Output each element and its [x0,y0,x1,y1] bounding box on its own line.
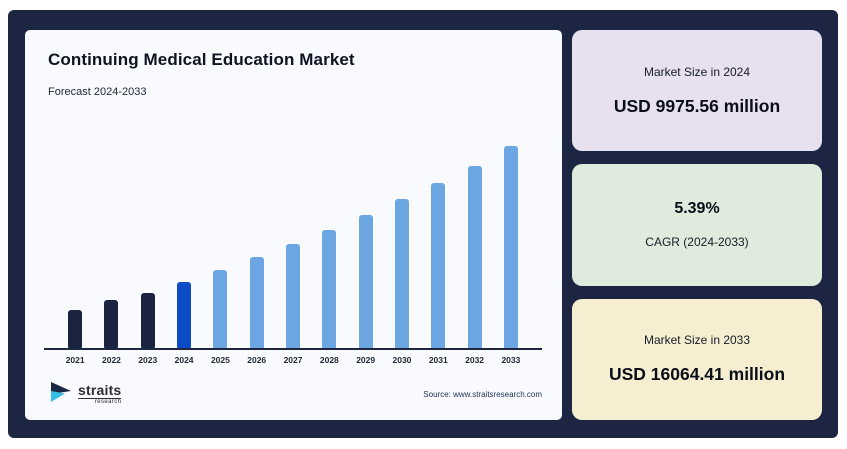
bar-column-2027 [275,243,311,348]
chart-subtitle: Forecast 2024-2033 [48,86,147,98]
tick-label-2033: 2033 [501,355,521,365]
bar-2022 [104,299,119,348]
bar-column-2026 [239,257,275,348]
tick-label-2029: 2029 [356,355,376,365]
panel-market-size-2024: Market Size in 2024 USD 9975.56 million [572,30,822,152]
bar-column-2023 [130,292,166,348]
bar-2032 [467,165,482,348]
stat-panels: Market Size in 2024 USD 9975.56 million … [572,30,822,420]
bar-2028 [322,229,337,348]
bar-column-2028 [311,229,347,348]
infographic-frame: Continuing Medical Education Market Fore… [8,10,838,438]
bar-2026 [249,257,264,348]
panel-value: USD 9975.56 million [613,95,781,116]
tick-label-2022: 2022 [102,355,121,365]
logo-text: straits research [78,382,122,405]
panel-label: CAGR (2024-2033) [645,235,749,250]
bar-2033 [503,146,518,348]
bars-row [44,144,542,350]
bar-column-2029 [348,215,384,348]
chart-card: Continuing Medical Education Market Fore… [25,30,562,420]
bar-2027 [286,243,301,348]
logo-arrow-icon [48,379,74,410]
bar-2030 [394,199,409,348]
tick-label-2028: 2028 [319,355,339,365]
bar-column-2024 [166,281,202,348]
tick-label-2024: 2024 [174,355,194,365]
tick-label-2026: 2026 [247,355,267,365]
panel-value: 5.39% [674,200,720,218]
ticks-row: 2021 2022 2023 2024 2025 2026 2027 2028 2029 2030… [44,355,542,365]
chart-title: Continuing Medical Education Market [48,50,355,69]
panel-value: USD 16064.41 million [608,364,786,385]
tick-label-2027: 2027 [283,355,303,365]
straits-research-logo: straits research [48,379,122,410]
tick-label-2032: 2032 [465,355,485,365]
panel-label: Market Size in 2024 [643,64,751,79]
tick-label-2021: 2021 [65,355,85,365]
logo-subtitle: research [94,399,122,405]
bar-chart: 2021 2022 2023 2024 2025 2026 2027 2028 2029 2030… [44,144,542,365]
bar-column-2033 [493,146,529,348]
bar-column-2030 [384,199,420,348]
bar-2029 [358,215,373,348]
logo-name: straits [78,382,122,399]
panel-label: Market Size in 2033 [643,333,751,348]
bar-column-2025 [202,269,238,348]
bar-2031 [431,183,446,348]
bar-2025 [213,269,228,348]
bar-2021 [68,309,83,348]
bar-column-2021 [57,309,93,348]
tick-label-2031: 2031 [428,355,448,365]
panel-cagr: 5.39% CAGR (2024-2033) [572,164,822,286]
source-attribution: Source: www.straitsresearch.com [423,390,542,399]
tick-label-2023: 2023 [138,355,158,365]
tick-label-2025: 2025 [210,355,230,365]
card-footer: straits research Source: www.straitsrese… [39,379,548,410]
bar-2024 [177,281,192,348]
bar-column-2031 [420,183,456,348]
bar-2023 [140,292,155,348]
bar-column-2022 [93,299,129,348]
bar-column-2032 [456,165,492,348]
panel-market-size-2033: Market Size in 2033 USD 16064.41 million [572,298,822,420]
tick-label-2030: 2030 [392,355,412,365]
